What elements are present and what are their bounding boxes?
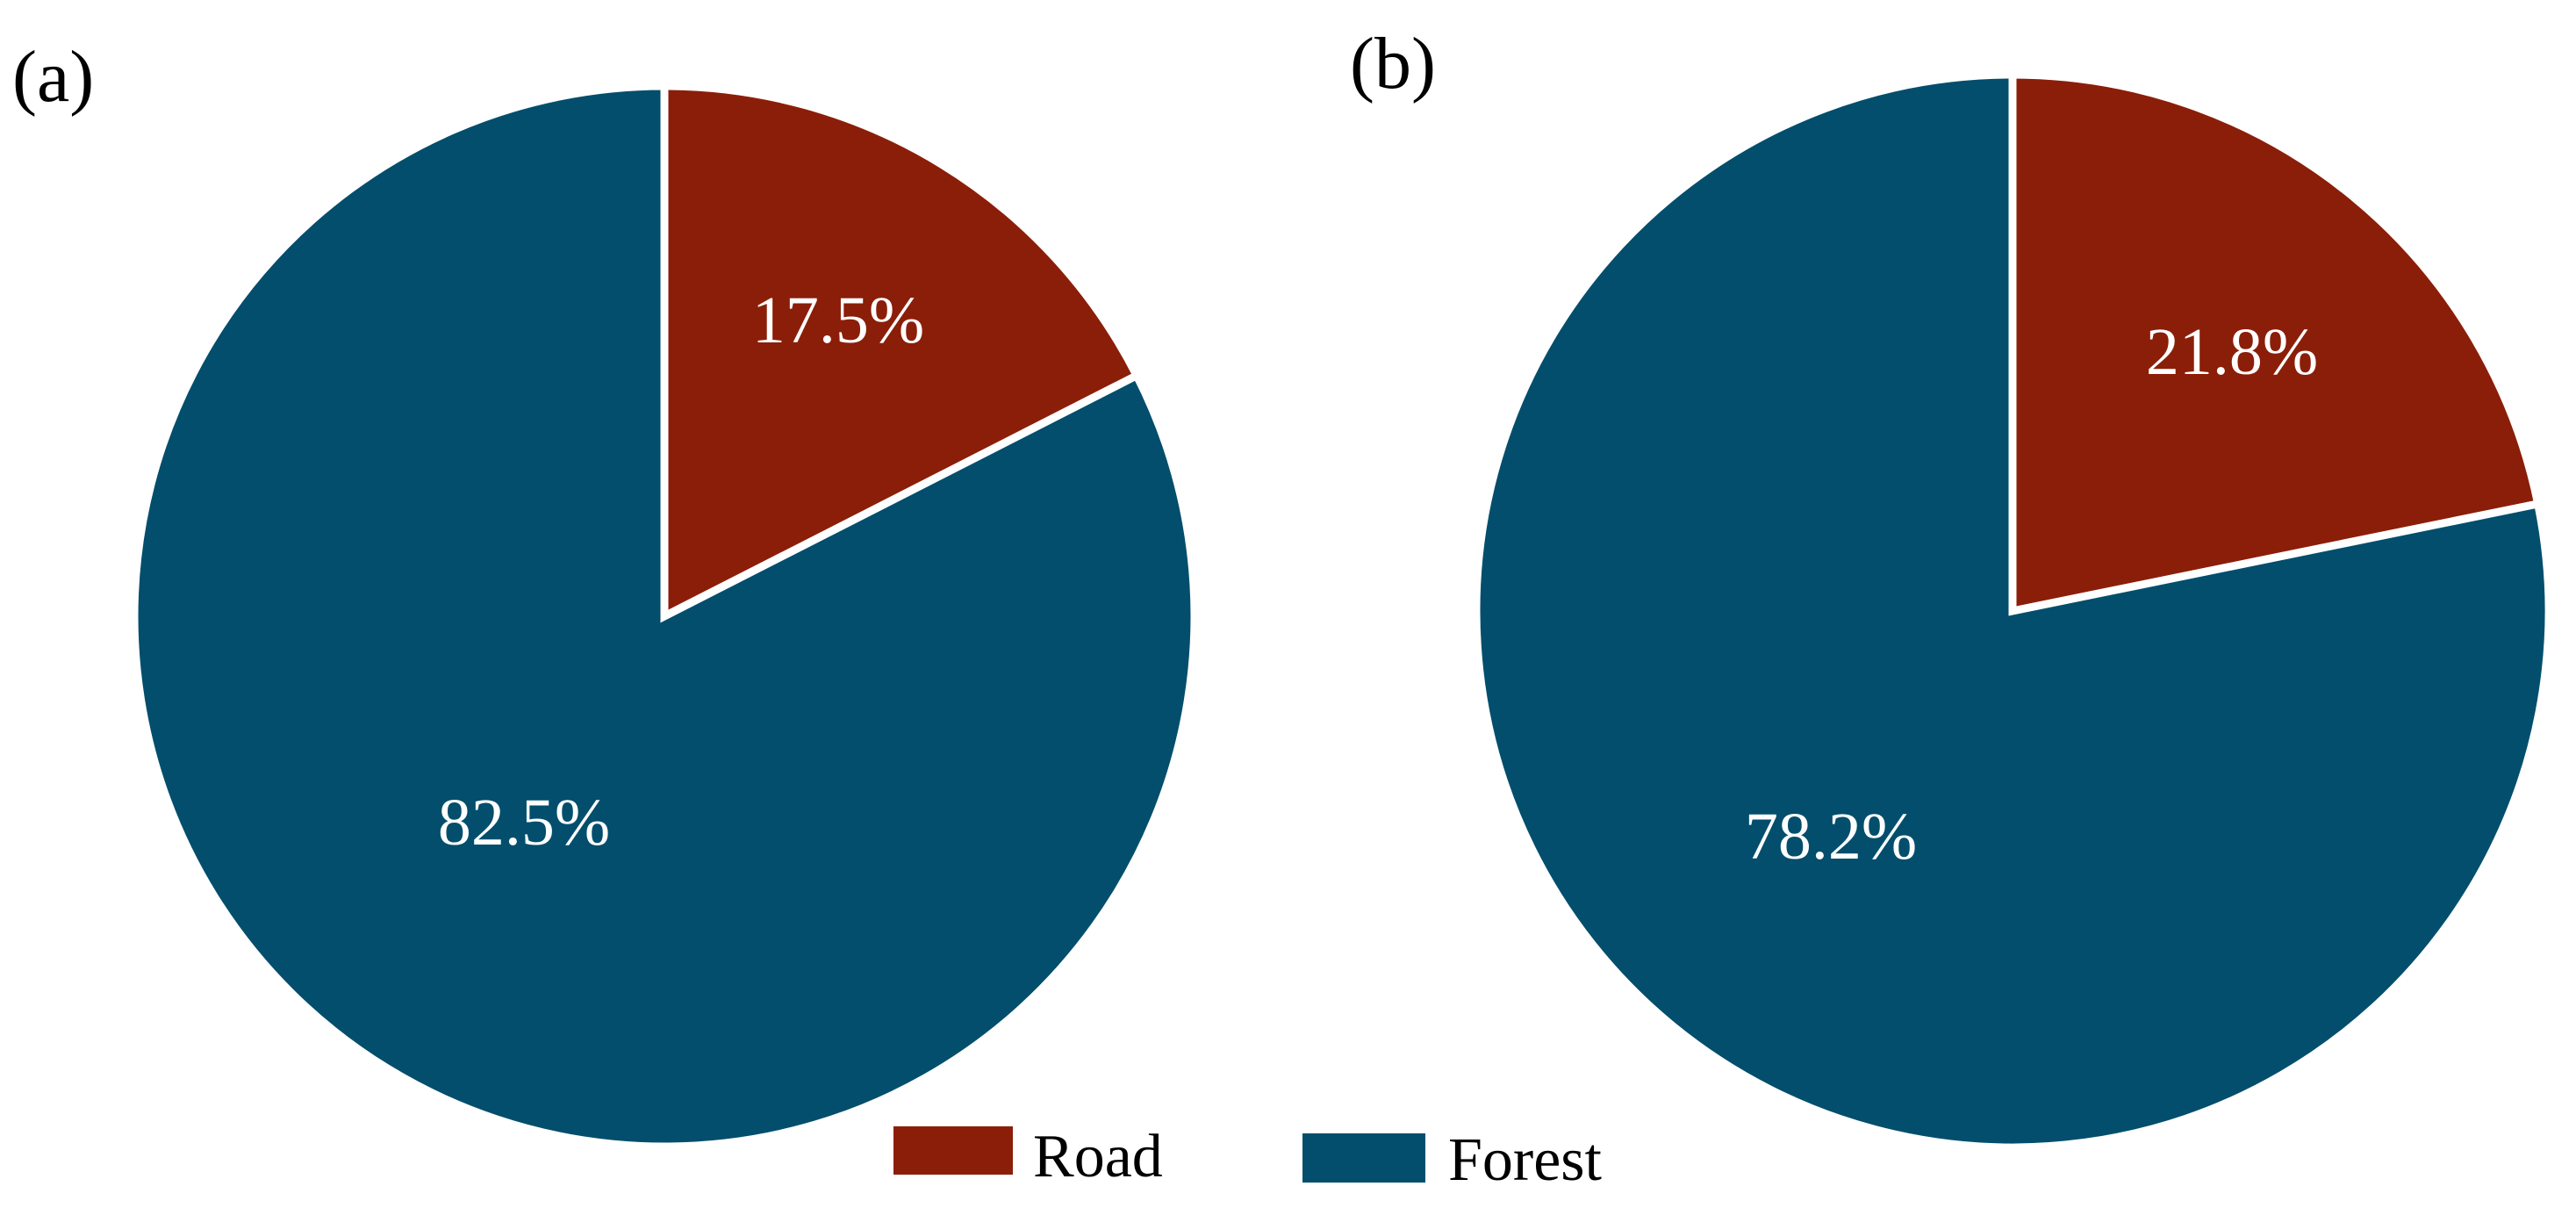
legend-label-road: Road (1033, 1123, 1163, 1190)
pie-slice-a-forest (130, 82, 1199, 1151)
legend: Road Forest (893, 1123, 1603, 1194)
pie-slice-a-road (660, 82, 1143, 623)
pie-slice-b-forest (1472, 70, 2553, 1152)
legend-label-forest: Forest (1448, 1126, 1603, 1194)
panel-label-a: (a) (12, 36, 94, 118)
pie-chart-a: 17.5% 82.5% (130, 82, 1199, 1151)
slice-label-b-road: 21.8% (2146, 315, 2318, 389)
slice-label-a-forest: 82.5% (438, 786, 610, 859)
slice-label-b-forest: 78.2% (1745, 800, 1917, 874)
pie-chart-b: 21.8% 78.2% (1472, 70, 2553, 1152)
slice-label-a-road: 17.5% (752, 284, 924, 357)
panel-label-b: (b) (1350, 23, 1436, 104)
legend-swatch-road (893, 1126, 1013, 1175)
legend-swatch-forest (1302, 1133, 1425, 1183)
pie-slice-b-road (2008, 70, 2544, 616)
